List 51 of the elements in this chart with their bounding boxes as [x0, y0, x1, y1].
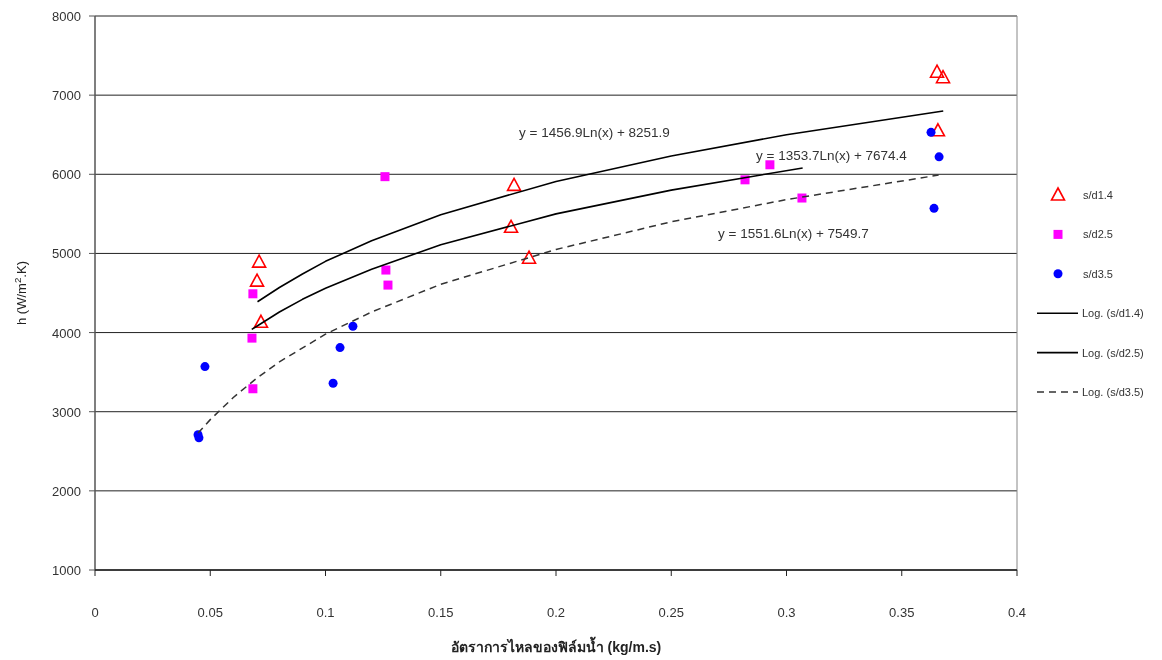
x-tick-label: 0.35	[889, 605, 915, 620]
x-axis-title: อัตราการไหลของฟิล์มน้ำ (kg/m.s)	[450, 636, 662, 655]
annotation: y = 1551.6Ln(x) + 7549.7	[718, 226, 869, 241]
y-tick-label: 3000	[52, 404, 81, 420]
point	[929, 203, 939, 213]
x-tick-label: 0.1	[316, 605, 335, 620]
point	[935, 69, 951, 84]
x-tick-label: 0.3	[777, 605, 796, 620]
point	[248, 289, 258, 299]
point	[926, 127, 936, 137]
point	[503, 219, 519, 234]
y-tick-label: 4000	[52, 325, 81, 341]
x-tick-label: 0.15	[428, 605, 454, 620]
point	[934, 152, 944, 162]
point	[247, 333, 257, 343]
x-tick-label: 0.25	[658, 605, 684, 620]
annotation: y = 1456.9Ln(x) + 8251.9	[519, 125, 670, 140]
x-tick-label: 0	[91, 605, 99, 620]
point	[381, 265, 391, 275]
y-tick-label: 7000	[52, 88, 81, 104]
point	[335, 343, 345, 353]
y-tick-label: 8000	[52, 9, 81, 24]
point	[930, 122, 946, 137]
point	[797, 193, 807, 203]
x-tick-label: 0.2	[546, 605, 566, 620]
legend-label: s/d3.5	[1083, 267, 1113, 280]
point	[253, 314, 269, 329]
y-tick-label: 5000	[52, 246, 81, 262]
point	[929, 64, 945, 78]
point	[348, 321, 358, 331]
y-tick-label: 6000	[52, 167, 81, 183]
point	[506, 177, 522, 192]
point	[765, 160, 775, 170]
point	[328, 378, 338, 388]
legend-label: Log. (s/d3.5)	[1082, 386, 1144, 398]
point	[248, 384, 258, 394]
point	[380, 172, 390, 182]
point	[383, 280, 393, 290]
y-tick-label: 1000	[52, 563, 81, 578]
legend-label: Log. (s/d2.5)	[1082, 346, 1144, 359]
point	[521, 250, 537, 264]
x-tick-label: 0.4	[1007, 605, 1027, 620]
legend-label: s/d2.5	[1083, 228, 1113, 241]
legend-label: Log. (s/d1.4)	[1082, 307, 1144, 320]
y-tick-label: 2000	[52, 483, 81, 499]
x-tick-label: 0.05	[197, 605, 223, 620]
annotation: y = 1353.7Ln(x) + 7674.4	[756, 148, 908, 163]
point	[249, 273, 265, 287]
point	[200, 362, 210, 372]
legend-label: s/d1.4	[1083, 189, 1113, 201]
point	[251, 254, 267, 268]
